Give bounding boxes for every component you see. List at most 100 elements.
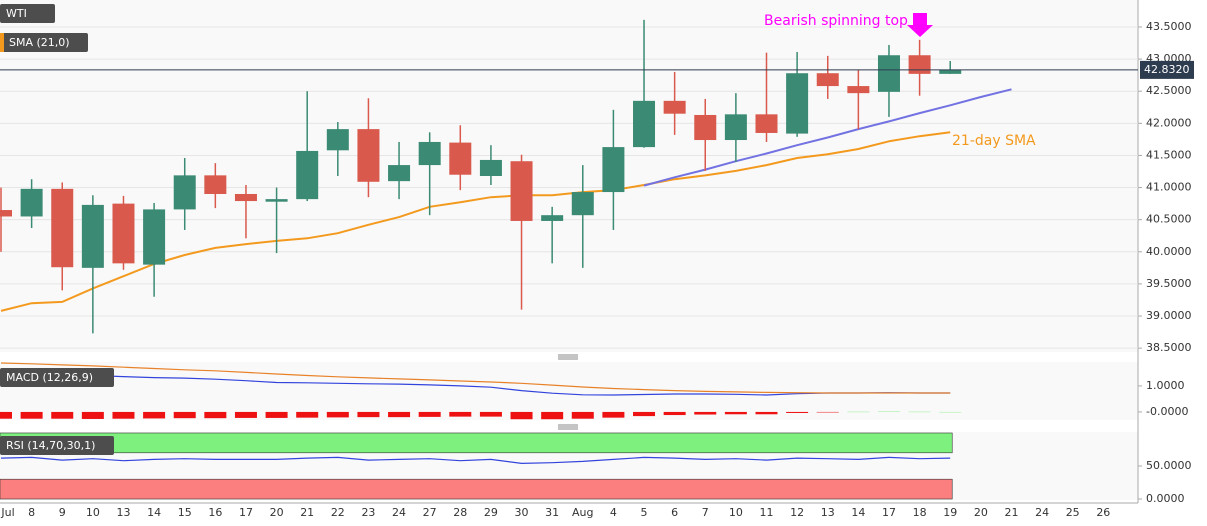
y-tick-label: 41.0000 (1146, 181, 1192, 194)
y-tick-label: 40.5000 (1146, 213, 1192, 226)
annotation: Bearish spinning top (764, 13, 908, 29)
candle-body (204, 175, 227, 194)
legend-swatch (0, 33, 4, 52)
histogram-bar (388, 411, 411, 418)
candle-body (541, 215, 564, 221)
candle-body (724, 114, 747, 141)
x-tick-label: 6 (671, 506, 678, 519)
candle-body (173, 175, 196, 210)
x-tick-label: 24 (392, 506, 406, 519)
annotation: 21-day SMA (952, 133, 1036, 149)
y-tick-label: 38.5000 (1146, 341, 1192, 354)
x-tick-label: 13 (116, 506, 130, 519)
legend-label: RSI (14,70,30,1) (6, 439, 95, 452)
candle-body (81, 204, 104, 268)
x-tick-label: 21 (1004, 506, 1018, 519)
x-tick-label: 10 (86, 506, 100, 519)
y-tick-label: 42.5000 (1146, 84, 1192, 97)
histogram-bar (724, 411, 747, 415)
candle-body (479, 159, 502, 176)
x-tick-label: 24 (1035, 506, 1049, 519)
x-tick-label: 29 (484, 506, 498, 519)
x-tick-label: Aug (572, 506, 593, 519)
x-tick-label: 10 (729, 506, 743, 519)
y-tick-label: 39.5000 (1146, 277, 1192, 290)
x-tick-label: 9 (59, 506, 66, 519)
candle-body (265, 199, 288, 202)
candle-body (571, 192, 594, 216)
histogram-bar (234, 411, 257, 418)
candle-body (816, 73, 839, 87)
y-tick-label: 50.0000 (1146, 459, 1192, 472)
histogram-bar (143, 411, 166, 419)
x-tick-label: 20 (270, 506, 284, 519)
legend-box (0, 436, 114, 455)
y-tick-label: 42.0000 (1146, 116, 1192, 129)
y-tick-label: 0.0000 (1146, 492, 1185, 505)
candle-body (908, 55, 931, 74)
macd-line (0, 362, 951, 394)
rsi-band (0, 432, 953, 454)
x-tick-label: 8 (28, 506, 35, 519)
histogram-bar (112, 411, 135, 419)
y-tick-label: 43.5000 (1146, 20, 1192, 33)
x-tick-label: 14 (851, 506, 865, 519)
panel-grip (558, 354, 578, 430)
candle-body (602, 147, 625, 193)
y-tick-label: 1.0000 (1146, 379, 1185, 392)
rsi-line (0, 456, 951, 465)
legend-label: WTI (6, 7, 27, 20)
candle-body (694, 114, 717, 141)
macd-panel (0, 362, 1138, 420)
annotation-arrow (907, 13, 933, 37)
y-tick-label: -0.0000 (1146, 405, 1188, 418)
candle-body (786, 73, 809, 134)
candle-body (296, 150, 319, 200)
x-tick-label: 20 (974, 506, 988, 519)
x-tick-label: 12 (790, 506, 804, 519)
x-tick-label: 15 (178, 506, 192, 519)
histogram-bar (663, 411, 686, 416)
legend-box (0, 4, 55, 23)
candle-body (877, 55, 900, 92)
x-tick-label: 21 (300, 506, 314, 519)
histogram-bar (173, 411, 196, 419)
x-tick-label: 27 (423, 506, 437, 519)
candle-body (20, 188, 43, 217)
histogram-bar (633, 411, 656, 417)
histogram-bar (694, 411, 717, 415)
histogram-bar (908, 411, 931, 413)
histogram-bar (51, 411, 74, 419)
candle-body (357, 129, 380, 182)
x-tick-label: 19 (943, 506, 957, 519)
histogram-bar (602, 411, 625, 418)
histogram-bar (755, 411, 778, 415)
legend-box (0, 33, 88, 52)
histogram-bar (541, 411, 564, 420)
x-tick-label: 14 (147, 506, 161, 519)
x-tick-label: 28 (453, 506, 467, 519)
candle-body (847, 86, 870, 94)
candle-body (939, 69, 962, 74)
last-price-label: 42.8320 (1144, 63, 1190, 76)
histogram-bar (877, 411, 900, 412)
y-tick-label: 39.0000 (1146, 309, 1192, 322)
histogram-bar (265, 411, 288, 418)
last-price-box (1140, 60, 1194, 79)
x-tick-label: 26 (1096, 506, 1110, 519)
histogram-bar (204, 411, 227, 419)
candle-body (510, 161, 533, 221)
x-tick-label: 5 (641, 506, 648, 519)
candle-body (234, 193, 257, 202)
histogram-bar (418, 411, 441, 417)
histogram-bar (847, 411, 870, 413)
x-tick-label: 22 (331, 506, 345, 519)
legend-label: SMA (21,0) (9, 36, 70, 49)
histogram-bar (0, 411, 12, 419)
histogram-bar (81, 411, 104, 419)
candle-body (755, 114, 778, 133)
x-tick-label: 25 (1066, 506, 1080, 519)
histogram-bar (510, 411, 533, 420)
candle-body (112, 203, 135, 264)
